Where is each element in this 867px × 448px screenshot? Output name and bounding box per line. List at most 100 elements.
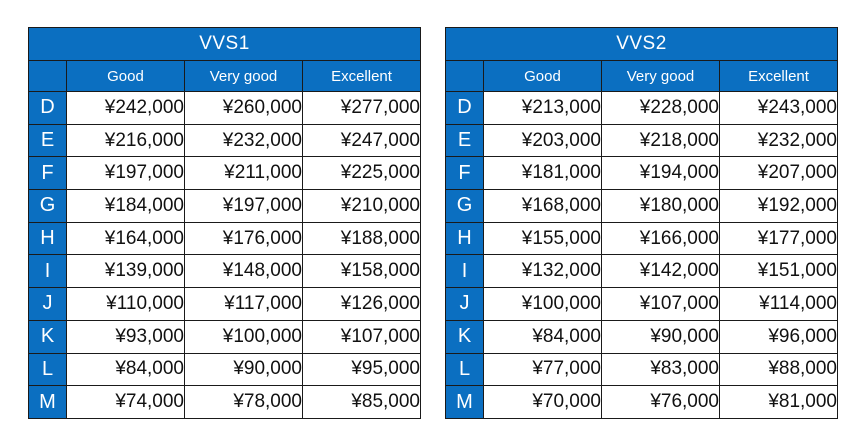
table-row: H ¥164,000 ¥176,000 ¥188,000 [28, 221, 421, 256]
table-row: I ¥139,000 ¥148,000 ¥158,000 [28, 254, 421, 289]
price-cell: ¥225,000 [302, 156, 421, 191]
table-body: VVS1 Good Very good Excellent D ¥242,000 ¥260,… [28, 27, 421, 419]
column-header: Very good [601, 60, 720, 92]
color-grade-label: K [28, 319, 67, 354]
color-grade-label: D [28, 91, 67, 125]
color-grade-label: G [28, 189, 67, 223]
table-row: L ¥84,000 ¥90,000 ¥95,000 [28, 352, 421, 387]
price-cell: ¥95,000 [302, 352, 421, 387]
price-cell: ¥164,000 [66, 221, 185, 256]
title-row: VVS1 [28, 27, 421, 61]
table-row: M ¥74,000 ¥78,000 ¥85,000 [28, 385, 421, 419]
price-cell: ¥203,000 [483, 123, 602, 158]
table-row: D ¥242,000 ¥260,000 ¥277,000 [28, 91, 421, 125]
table-row: G ¥184,000 ¥197,000 ¥210,000 [28, 189, 421, 223]
color-grade-label: M [28, 385, 67, 419]
price-cell: ¥243,000 [719, 91, 838, 125]
price-cell: ¥177,000 [719, 221, 838, 256]
column-header: Good [483, 60, 602, 92]
price-cell: ¥277,000 [302, 91, 421, 125]
price-cell: ¥117,000 [184, 287, 303, 321]
table-body: VVS2 Good Very good Excellent D ¥213,000 ¥228,… [445, 27, 838, 419]
price-cell: ¥88,000 [719, 352, 838, 387]
table-row: G ¥168,000 ¥180,000 ¥192,000 [445, 189, 838, 223]
price-cell: ¥90,000 [184, 352, 303, 387]
color-grade-label: E [445, 123, 484, 158]
price-table-vvs1: VVS1 Good Very good Excellent D ¥242,000 ¥260,… [28, 27, 421, 419]
color-grade-label: I [445, 254, 484, 289]
price-cell: ¥139,000 [66, 254, 185, 289]
price-cell: ¥126,000 [302, 287, 421, 321]
color-grade-label: E [28, 123, 67, 158]
price-cell: ¥188,000 [302, 221, 421, 256]
price-cell: ¥192,000 [719, 189, 838, 223]
table-row: J ¥100,000 ¥107,000 ¥114,000 [445, 287, 838, 321]
table-row: M ¥70,000 ¥76,000 ¥81,000 [445, 385, 838, 419]
color-grade-label: H [28, 221, 67, 256]
table-row: K ¥84,000 ¥90,000 ¥96,000 [445, 319, 838, 354]
column-header-row: Good Very good Excellent [28, 60, 421, 92]
price-cell: ¥194,000 [601, 156, 720, 191]
price-cell: ¥197,000 [66, 156, 185, 191]
price-cell: ¥100,000 [184, 319, 303, 354]
color-grade-label: L [28, 352, 67, 387]
price-cell: ¥148,000 [184, 254, 303, 289]
price-cell: ¥93,000 [66, 319, 185, 354]
price-cell: ¥74,000 [66, 385, 185, 419]
color-grade-label: J [445, 287, 484, 321]
color-grade-label: G [445, 189, 484, 223]
price-cell: ¥107,000 [302, 319, 421, 354]
table-row: E ¥216,000 ¥232,000 ¥247,000 [28, 123, 421, 158]
price-cell: ¥176,000 [184, 221, 303, 256]
price-cell: ¥207,000 [719, 156, 838, 191]
color-grade-label: D [445, 91, 484, 125]
column-header-row: Good Very good Excellent [445, 60, 838, 92]
price-cell: ¥260,000 [184, 91, 303, 125]
table-row: J ¥110,000 ¥117,000 ¥126,000 [28, 287, 421, 321]
column-header: Very good [184, 60, 303, 92]
price-cell: ¥166,000 [601, 221, 720, 256]
price-cell: ¥110,000 [66, 287, 185, 321]
price-cell: ¥83,000 [601, 352, 720, 387]
price-cell: ¥210,000 [302, 189, 421, 223]
price-cell: ¥216,000 [66, 123, 185, 158]
price-cell: ¥100,000 [483, 287, 602, 321]
color-grade-label: K [445, 319, 484, 354]
column-header: Excellent [719, 60, 838, 92]
price-cell: ¥155,000 [483, 221, 602, 256]
price-cell: ¥181,000 [483, 156, 602, 191]
color-grade-label: H [445, 221, 484, 256]
color-grade-label: J [28, 287, 67, 321]
price-cell: ¥132,000 [483, 254, 602, 289]
table-row: L ¥77,000 ¥83,000 ¥88,000 [445, 352, 838, 387]
price-table-vvs2: VVS2 Good Very good Excellent D ¥213,000 ¥228,… [445, 27, 838, 419]
price-cell: ¥90,000 [601, 319, 720, 354]
price-cell: ¥218,000 [601, 123, 720, 158]
price-cell: ¥78,000 [184, 385, 303, 419]
color-grade-label: F [445, 156, 484, 191]
price-cell: ¥158,000 [302, 254, 421, 289]
price-cell: ¥242,000 [66, 91, 185, 125]
price-cell: ¥142,000 [601, 254, 720, 289]
price-cell: ¥77,000 [483, 352, 602, 387]
price-cell: ¥232,000 [184, 123, 303, 158]
table-row: I ¥132,000 ¥142,000 ¥151,000 [445, 254, 838, 289]
price-cell: ¥197,000 [184, 189, 303, 223]
price-cell: ¥213,000 [483, 91, 602, 125]
price-cell: ¥114,000 [719, 287, 838, 321]
header-corner [28, 60, 67, 92]
price-cell: ¥96,000 [719, 319, 838, 354]
color-grade-label: L [445, 352, 484, 387]
price-cell: ¥84,000 [66, 352, 185, 387]
price-cell: ¥84,000 [483, 319, 602, 354]
table-row: D ¥213,000 ¥228,000 ¥243,000 [445, 91, 838, 125]
price-cell: ¥211,000 [184, 156, 303, 191]
price-cell: ¥85,000 [302, 385, 421, 419]
price-cell: ¥228,000 [601, 91, 720, 125]
table-row: K ¥93,000 ¥100,000 ¥107,000 [28, 319, 421, 354]
header-corner [445, 60, 484, 92]
table-row: E ¥203,000 ¥218,000 ¥232,000 [445, 123, 838, 158]
color-grade-label: I [28, 254, 67, 289]
title-row: VVS2 [445, 27, 838, 61]
table-title: VVS1 [28, 27, 421, 61]
